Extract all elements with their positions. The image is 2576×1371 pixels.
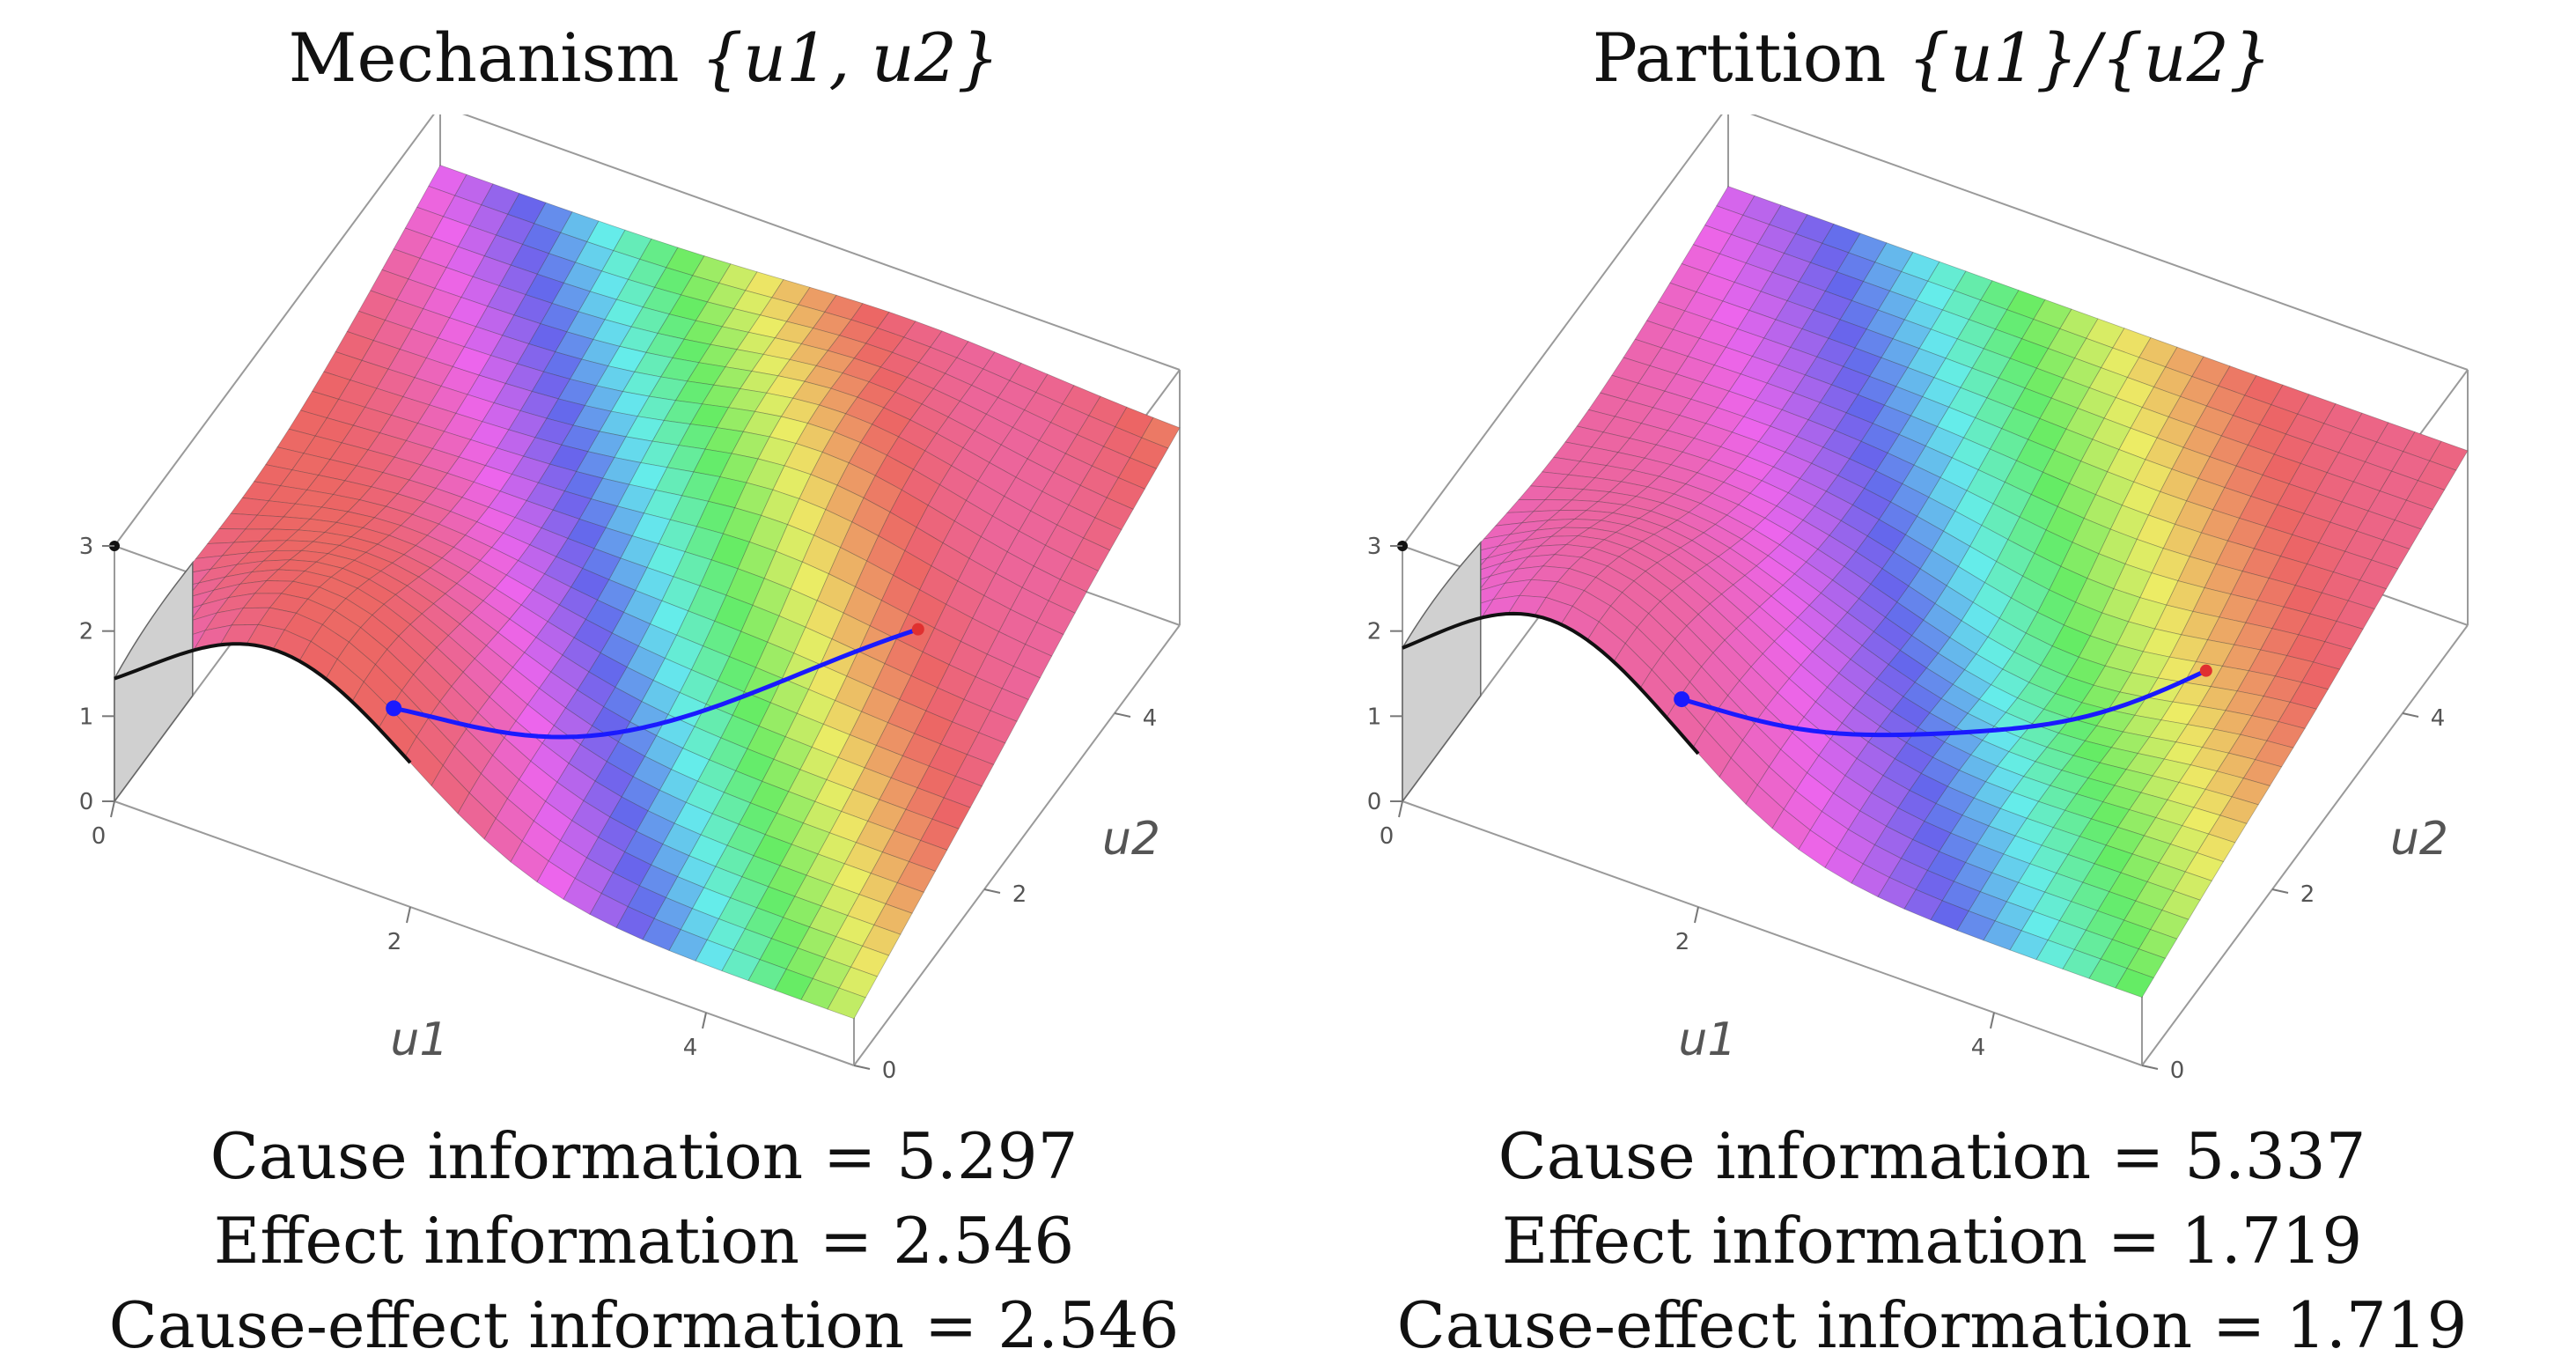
cause-information-line: Cause information = 5.297	[210, 1119, 1078, 1193]
ticks: 0 2 4 0 2 4 0 1 2 3	[79, 534, 1158, 1084]
z-tick-label: 2	[1367, 619, 1382, 645]
box-edge	[114, 114, 435, 547]
surface-patch	[2429, 440, 2469, 471]
y-tick-mark	[2402, 712, 2419, 718]
surface	[1401, 186, 2469, 999]
surface-patch	[2405, 480, 2446, 511]
stats-block: Cause information = 5.297 Effect informa…	[0, 1114, 1288, 1367]
effect-information-line: Effect information = 2.546	[213, 1204, 1075, 1278]
z-tick-label: 3	[1367, 534, 1382, 560]
right-panel: Partition {u1}/{u2} 0 2 4 0 2 4 0 1 2 3 u1 u2 Cause…	[1288, 0, 2576, 1371]
surface-patch	[2394, 499, 2433, 530]
y-axis-label: u2	[1102, 813, 1160, 866]
side-wall	[114, 560, 194, 804]
title-set: {u1}/{u2}	[1907, 18, 2272, 97]
x-axis-label: u1	[390, 1014, 448, 1066]
wall-face	[1402, 541, 1482, 804]
surface-patch	[2208, 814, 2248, 844]
z-tick-label: 2	[79, 619, 94, 645]
title-prefix: Mechanism	[288, 18, 680, 97]
box-edge	[1402, 114, 1723, 547]
z-tick-label: 1	[79, 704, 94, 730]
y-tick-label: 0	[882, 1058, 897, 1084]
stats-block: Cause information = 5.337 Effect informa…	[1288, 1114, 2576, 1367]
surface-plot: 0 2 4 0 2 4 0 1 2 3 u1 u2	[1367, 114, 2469, 1084]
blue-path	[393, 627, 919, 740]
black-curve	[1402, 611, 1700, 756]
side-wall	[1402, 541, 1482, 804]
effect-information-line: Effect information = 1.719	[1501, 1204, 2363, 1278]
y-tick-label: 2	[1012, 881, 1027, 908]
z-tick-label: 0	[1367, 789, 1382, 815]
chart-title: Mechanism {u1, u2}	[0, 16, 1288, 100]
y-tick-mark	[983, 888, 1001, 894]
y-tick-label: 0	[2170, 1058, 2185, 1084]
cause-information-line: Cause information = 5.337	[1498, 1119, 2366, 1193]
box-edge	[462, 114, 1181, 371]
y-tick-mark	[2141, 1065, 2159, 1070]
chart-title: Partition {u1}/{u2}	[1288, 16, 2576, 100]
title-prefix: Partition	[1592, 18, 1887, 97]
surface-patch	[2347, 579, 2388, 610]
x-tick-mark	[1398, 800, 1403, 818]
box-edge	[114, 800, 855, 1066]
plot-root: 0 2 4 0 2 4 0 1 2 3 u1 u2	[1367, 114, 2469, 1084]
blue-point	[386, 700, 402, 717]
box-edge	[1750, 114, 2469, 371]
black-curve	[114, 642, 412, 764]
x-tick-mark	[406, 906, 411, 924]
x-tick-label: 0	[1380, 823, 1395, 850]
y-tick-label: 4	[1143, 705, 1158, 732]
cause-effect-information-line: Cause-effect information = 2.546	[108, 1288, 1180, 1362]
x-axis-label: u1	[1678, 1014, 1736, 1066]
x-tick-mark	[702, 1012, 707, 1029]
y-tick-label: 2	[2300, 881, 2315, 908]
y-tick-mark	[853, 1065, 871, 1070]
wall-face	[114, 560, 194, 804]
left-panel: Mechanism {u1, u2} 0 2 4 0 2 4 0 1 2 3 u1 u2 Cause …	[0, 16, 1288, 1367]
y-tick-mark	[1114, 712, 1131, 718]
box-edge	[1402, 800, 2143, 1066]
surface-patch	[1036, 600, 1076, 636]
surface-plot: 0 2 4 0 2 4 0 1 2 3 u1 u2	[79, 114, 1181, 1084]
surface-patch	[2184, 852, 2225, 881]
blue-path	[1681, 668, 2207, 738]
z-tick-label: 1	[1367, 704, 1382, 730]
red-point	[911, 623, 924, 636]
x-tick-label: 2	[1675, 929, 1690, 955]
surface-patch	[885, 882, 924, 914]
x-tick-label: 0	[92, 823, 107, 850]
surface-patch	[1083, 517, 1122, 551]
blue-point	[1674, 691, 1690, 708]
title-set: {u1, u2}	[700, 18, 1000, 97]
z-tick-label: 3	[79, 534, 94, 560]
surface-patch	[2138, 929, 2178, 959]
cause-effect-information-line: Cause-effect information = 1.719	[1396, 1288, 2468, 1362]
surface-patch	[2115, 968, 2154, 999]
surface-patch	[1117, 457, 1158, 490]
y-axis-label: u2	[2390, 813, 2448, 866]
x-tick-label: 4	[1971, 1035, 1986, 1061]
y-tick-mark	[2271, 888, 2289, 894]
box-edge	[2141, 624, 2469, 1066]
box-edge	[853, 624, 1181, 1066]
x-tick-label: 4	[683, 1035, 698, 1061]
surface	[114, 165, 1181, 1020]
x-tick-mark	[1694, 906, 1699, 924]
surface-patch	[827, 987, 866, 1020]
red-point	[2199, 664, 2212, 677]
x-tick-label: 2	[387, 929, 402, 955]
x-tick-mark	[1990, 1012, 1995, 1029]
y-tick-label: 4	[2431, 705, 2446, 732]
x-tick-mark	[110, 800, 115, 818]
plot-root: 0 2 4 0 2 4 0 1 2 3 u1 u2	[79, 114, 1181, 1084]
surface-patch	[967, 732, 1006, 765]
surface-patch	[2371, 539, 2410, 570]
surface-patch	[1106, 477, 1145, 510]
ticks: 0 2 4 0 2 4 0 1 2 3	[1367, 534, 2446, 1084]
z-tick-label: 0	[79, 789, 94, 815]
